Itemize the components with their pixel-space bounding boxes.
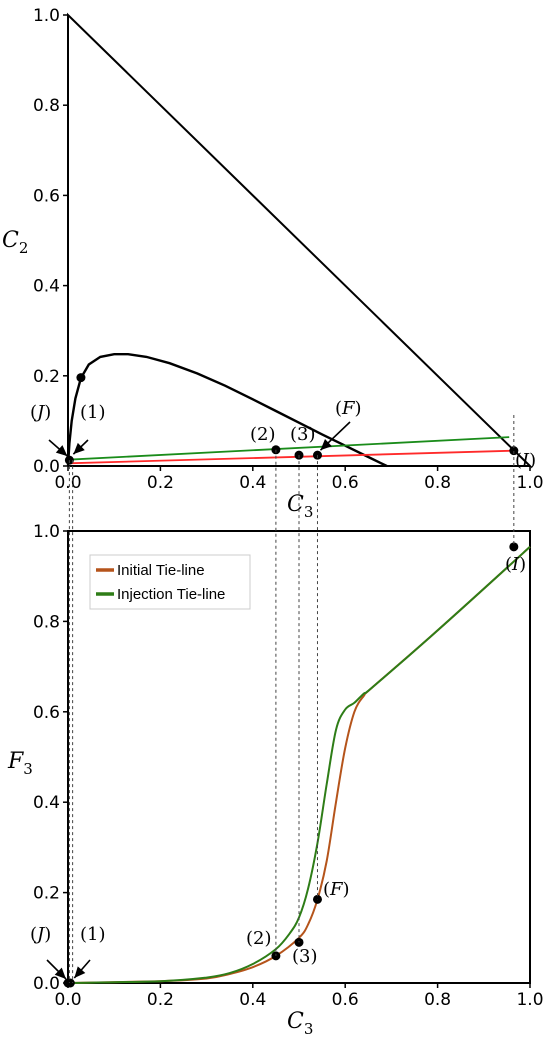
ternary-triangle	[67, 12, 533, 467]
flow-point	[294, 937, 304, 947]
top-y-ticks: 0.0 0.2 0.4 0.6 0.8 1.0	[33, 6, 68, 477]
flow-point	[509, 542, 519, 552]
legend-label-injection: Injection Tie-line	[117, 586, 225, 603]
ternary-arrow-F-head	[320, 438, 332, 451]
dashed-guides	[68, 415, 515, 983]
flow-label-1: (1)	[80, 924, 106, 945]
ternary-label-1: (1)	[80, 402, 106, 423]
ternary-panel: 0.0 0.2 0.4 0.6 0.8 1.0 0.0 0.2 0.4 0.6 0.8 1.0 (J…	[2, 6, 544, 521]
flow-arrow-1-head	[74, 966, 86, 978]
tie-line-injection	[67, 436, 510, 461]
bottom-axes-frame	[67, 530, 531, 984]
bottom-y-tick-label: 0.0	[33, 974, 60, 994]
flow-point	[65, 978, 75, 988]
top-y-axis-label: C2	[2, 228, 28, 257]
top-y-tick-label: 0.2	[33, 367, 60, 387]
bottom-x-tick-label: 0.0	[54, 990, 81, 1010]
flow-arrow-J-head	[54, 967, 66, 979]
ternary-label-J: (J)	[30, 402, 51, 423]
top-y-tick-label: 0.4	[33, 277, 60, 297]
bottom-y-tick-label: 0.8	[33, 612, 60, 632]
tie-lines	[67, 436, 514, 465]
top-x-tick-label: 0.4	[239, 473, 266, 493]
bottom-y-tick-label: 0.2	[33, 884, 60, 904]
flow-points: (J) (1) (2) (3) (F) (I)	[30, 542, 526, 988]
bottom-x-tick-label: 0.8	[424, 990, 451, 1010]
ternary-points: (J) (1) (2) (3) (F) (I)	[30, 373, 536, 471]
bottom-x-axis-label: C3	[287, 1009, 313, 1038]
legend-label-initial: Initial Tie-line	[117, 562, 205, 579]
ternary-label-3: (3)	[290, 424, 316, 445]
top-x-tick-label: 0.6	[332, 473, 359, 493]
legend-box	[89, 554, 251, 610]
bottom-y-tick-label: 1.0	[33, 522, 60, 542]
flow-curve-injection	[67, 546, 531, 984]
ternary-point	[509, 446, 519, 456]
flow-label-3: (3)	[292, 946, 318, 967]
top-x-tick-label: 0.8	[424, 473, 451, 493]
flow-label-2: (2)	[246, 928, 272, 949]
top-y-tick-label: 0.0	[33, 457, 60, 477]
flow-label-F: (F)	[323, 879, 350, 900]
ternary-label-2: (2)	[250, 424, 276, 445]
bottom-x-ticks: 0.0 0.2 0.4 0.6 0.8 1.0	[54, 983, 544, 1010]
top-y-tick-label: 0.8	[33, 96, 60, 116]
top-x-axis-label: C3	[287, 492, 313, 521]
top-x-tick-label: 1.0	[516, 473, 543, 493]
bottom-y-axis-label: F3	[7, 749, 33, 778]
top-x-ticks: 0.0 0.2 0.4 0.6 0.8 1.0	[54, 466, 544, 493]
bottom-x-tick-label: 0.2	[147, 990, 174, 1010]
bottom-x-tick-label: 1.0	[516, 990, 543, 1010]
legend: Initial Tie-line Injection Tie-line	[89, 554, 251, 610]
bottom-y-tick-label: 0.4	[33, 793, 60, 813]
top-y-tick-label: 0.6	[33, 186, 60, 206]
bottom-x-tick-label: 0.6	[332, 990, 359, 1010]
bottom-x-tick-label: 0.4	[239, 990, 266, 1010]
top-x-tick-label: 0.2	[147, 473, 174, 493]
top-y-tick-label: 1.0	[33, 6, 60, 26]
ternary-label-I: (I)	[515, 450, 536, 471]
ternary-label-F: (F)	[335, 398, 362, 419]
ternary-arrow-J-head	[55, 445, 68, 457]
fractional-flow-panel: 0.0 0.2 0.4 0.6 0.8 1.0 0.0 0.2 0.4 0.6 0.8 1.0 (J…	[7, 522, 544, 1038]
flow-label-J: (J)	[30, 924, 51, 945]
top-x-tick-label: 0.0	[54, 473, 81, 493]
ternary-arrow-1-head	[73, 442, 85, 455]
binodal-curve	[66, 353, 388, 468]
flow-label-I: (I)	[505, 554, 526, 575]
bottom-y-tick-label: 0.6	[33, 703, 60, 723]
ternary-point	[76, 373, 86, 383]
tie-line-initial	[67, 449, 514, 465]
bottom-y-ticks: 0.0 0.2 0.4 0.6 0.8 1.0	[33, 522, 68, 994]
